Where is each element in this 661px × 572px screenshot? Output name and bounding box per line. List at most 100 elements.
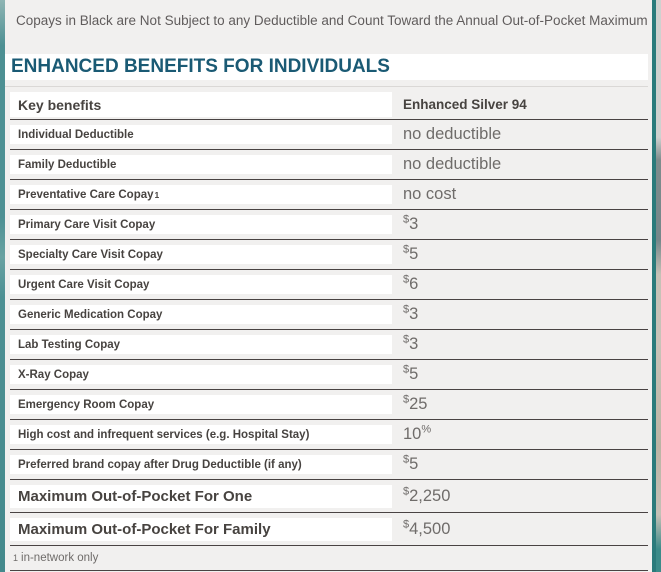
footnote-text: in-network only: [21, 552, 99, 564]
benefit-label: Preferred brand copay after Drug Deducti…: [18, 458, 302, 471]
currency-sign: $: [403, 518, 410, 530]
table-row: Individual Deductible no deductible: [10, 120, 648, 150]
currency-sign: $: [403, 303, 410, 316]
currency-sign: $: [403, 243, 410, 256]
benefit-value-text: 5: [409, 365, 419, 383]
benefit-value: $2,250: [403, 485, 451, 506]
benefit-label-bar: Preventative Care Copay 1: [10, 185, 392, 204]
benefit-value-text: 25: [409, 395, 428, 413]
key-benefits-header-label: Key benefits: [18, 96, 102, 113]
currency-sign: $: [403, 485, 410, 497]
currency-sign: $: [403, 333, 410, 346]
benefit-value: $3: [403, 303, 419, 324]
table-row: Urgent Care Visit Copay $6: [10, 270, 648, 300]
benefit-value-text: no deductible: [403, 155, 502, 173]
benefit-value-text: no deductible: [403, 125, 502, 143]
footnote-row: 1 in-network only: [10, 546, 648, 571]
table-body: Individual Deductible no deductible Fami…: [5, 120, 648, 546]
table-row: Maximum Out-of-Pocket For One $2,250: [10, 480, 648, 513]
currency-sign: $: [403, 393, 410, 406]
background-photo-right-edge: [656, 0, 661, 572]
benefit-label: Primary Care Visit Copay: [18, 218, 156, 231]
benefit-value-text: 5: [409, 455, 419, 473]
heading-divider: [5, 86, 648, 87]
benefit-value: $25: [403, 393, 428, 414]
currency-sign: $: [403, 453, 410, 466]
benefit-label-bar: Primary Care Visit Copay: [10, 215, 392, 234]
benefit-label: High cost and infrequent services (e.g. …: [18, 428, 310, 441]
table-row: Specialty Care Visit Copay $5: [10, 240, 648, 270]
page-title: ENHANCED BENEFITS FOR INDIVIDUALS: [11, 56, 390, 77]
benefits-panel: Copays in Black are Not Subject to any D…: [5, 0, 652, 572]
benefit-value: no cost: [403, 185, 456, 204]
benefit-label-bar: Lab Testing Copay: [10, 335, 392, 354]
benefit-label-bar: Maximum Out-of-Pocket For One: [10, 484, 392, 508]
benefit-label: Urgent Care Visit Copay: [18, 278, 150, 291]
benefit-value-text: 10: [403, 425, 422, 443]
benefit-label: Maximum Out-of-Pocket For Family: [18, 520, 271, 538]
benefits-table: Key benefits Enhanced Silver 94 Individu…: [5, 90, 648, 571]
plan-name-header-cell: Enhanced Silver 94: [403, 97, 527, 112]
footnote-marker: 1: [13, 553, 19, 563]
benefit-label-bar: Specialty Care Visit Copay: [10, 245, 392, 264]
benefit-value: $3: [403, 213, 419, 234]
table-row: Family Deductible no deductible: [10, 150, 648, 180]
benefit-value: $5: [403, 363, 419, 384]
benefit-value-text: 4,500: [409, 519, 451, 538]
benefit-label: Individual Deductible: [18, 128, 134, 141]
benefit-value: no deductible: [403, 125, 501, 144]
currency-sign: $: [403, 213, 410, 226]
benefit-label: Preventative Care Copay: [18, 188, 154, 201]
benefit-value-text: 6: [409, 275, 419, 293]
benefit-label-bar: Urgent Care Visit Copay: [10, 275, 392, 294]
benefit-label-bar: High cost and infrequent services (e.g. …: [10, 425, 392, 444]
benefit-footnote-marker: 1: [154, 189, 160, 200]
benefit-value-text: 5: [409, 245, 419, 263]
benefit-label: X-Ray Copay: [18, 368, 89, 381]
benefit-value-text: 3: [409, 305, 419, 323]
table-header-row: Key benefits Enhanced Silver 94: [10, 90, 648, 120]
benefit-label-bar: Maximum Out-of-Pocket For Family: [10, 517, 392, 541]
benefit-value: $5: [403, 453, 419, 474]
table-row: Emergency Room Copay $25: [10, 390, 648, 420]
percent-sign: %: [421, 423, 432, 436]
table-row: Generic Medication Copay $3: [10, 300, 648, 330]
table-row: Maximum Out-of-Pocket For Family $4,500: [10, 513, 648, 546]
benefit-label: Emergency Room Copay: [18, 398, 155, 411]
benefit-label-bar: Preferred brand copay after Drug Deducti…: [10, 455, 392, 474]
benefit-label: Lab Testing Copay: [18, 338, 121, 351]
background-photo-left-edge: [0, 0, 5, 572]
benefit-value: $5: [403, 243, 419, 264]
benefit-value: no deductible: [403, 155, 501, 174]
benefit-value: $3: [403, 333, 419, 354]
benefit-label: Generic Medication Copay: [18, 308, 163, 321]
table-row: Lab Testing Copay $3: [10, 330, 648, 360]
table-row: X-Ray Copay $5: [10, 360, 648, 390]
benefit-value-text: no cost: [403, 185, 457, 203]
section-heading-bar: ENHANCED BENEFITS FOR INDIVIDUALS: [5, 54, 648, 80]
benefit-value: $6: [403, 273, 419, 294]
benefit-value: $4,500: [403, 518, 451, 539]
benefit-label-bar: Individual Deductible: [10, 125, 392, 144]
page-edge-border: [652, 0, 656, 572]
benefit-label: Family Deductible: [18, 158, 117, 171]
benefit-label-bar: X-Ray Copay: [10, 365, 392, 384]
benefit-value-text: 2,250: [409, 486, 451, 505]
benefit-label-bar: Family Deductible: [10, 155, 392, 174]
benefit-label-bar: Emergency Room Copay: [10, 395, 392, 414]
table-row: High cost and infrequent services (e.g. …: [10, 420, 648, 450]
benefit-value-text: 3: [409, 335, 419, 353]
currency-sign: $: [403, 363, 410, 376]
copay-note: Copays in Black are Not Subject to any D…: [16, 13, 648, 28]
benefit-label: Maximum Out-of-Pocket For One: [18, 487, 253, 505]
benefit-value: 10%: [403, 423, 432, 444]
benefit-label: Specialty Care Visit Copay: [18, 248, 163, 261]
benefit-value-text: 3: [409, 215, 419, 233]
table-row: Primary Care Visit Copay $3: [10, 210, 648, 240]
key-benefits-header-cell: Key benefits: [10, 92, 392, 117]
currency-sign: $: [403, 273, 410, 286]
benefit-label-bar: Generic Medication Copay: [10, 305, 392, 324]
table-row: Preferred brand copay after Drug Deducti…: [10, 450, 648, 480]
table-row: Preventative Care Copay 1 no cost: [10, 180, 648, 210]
